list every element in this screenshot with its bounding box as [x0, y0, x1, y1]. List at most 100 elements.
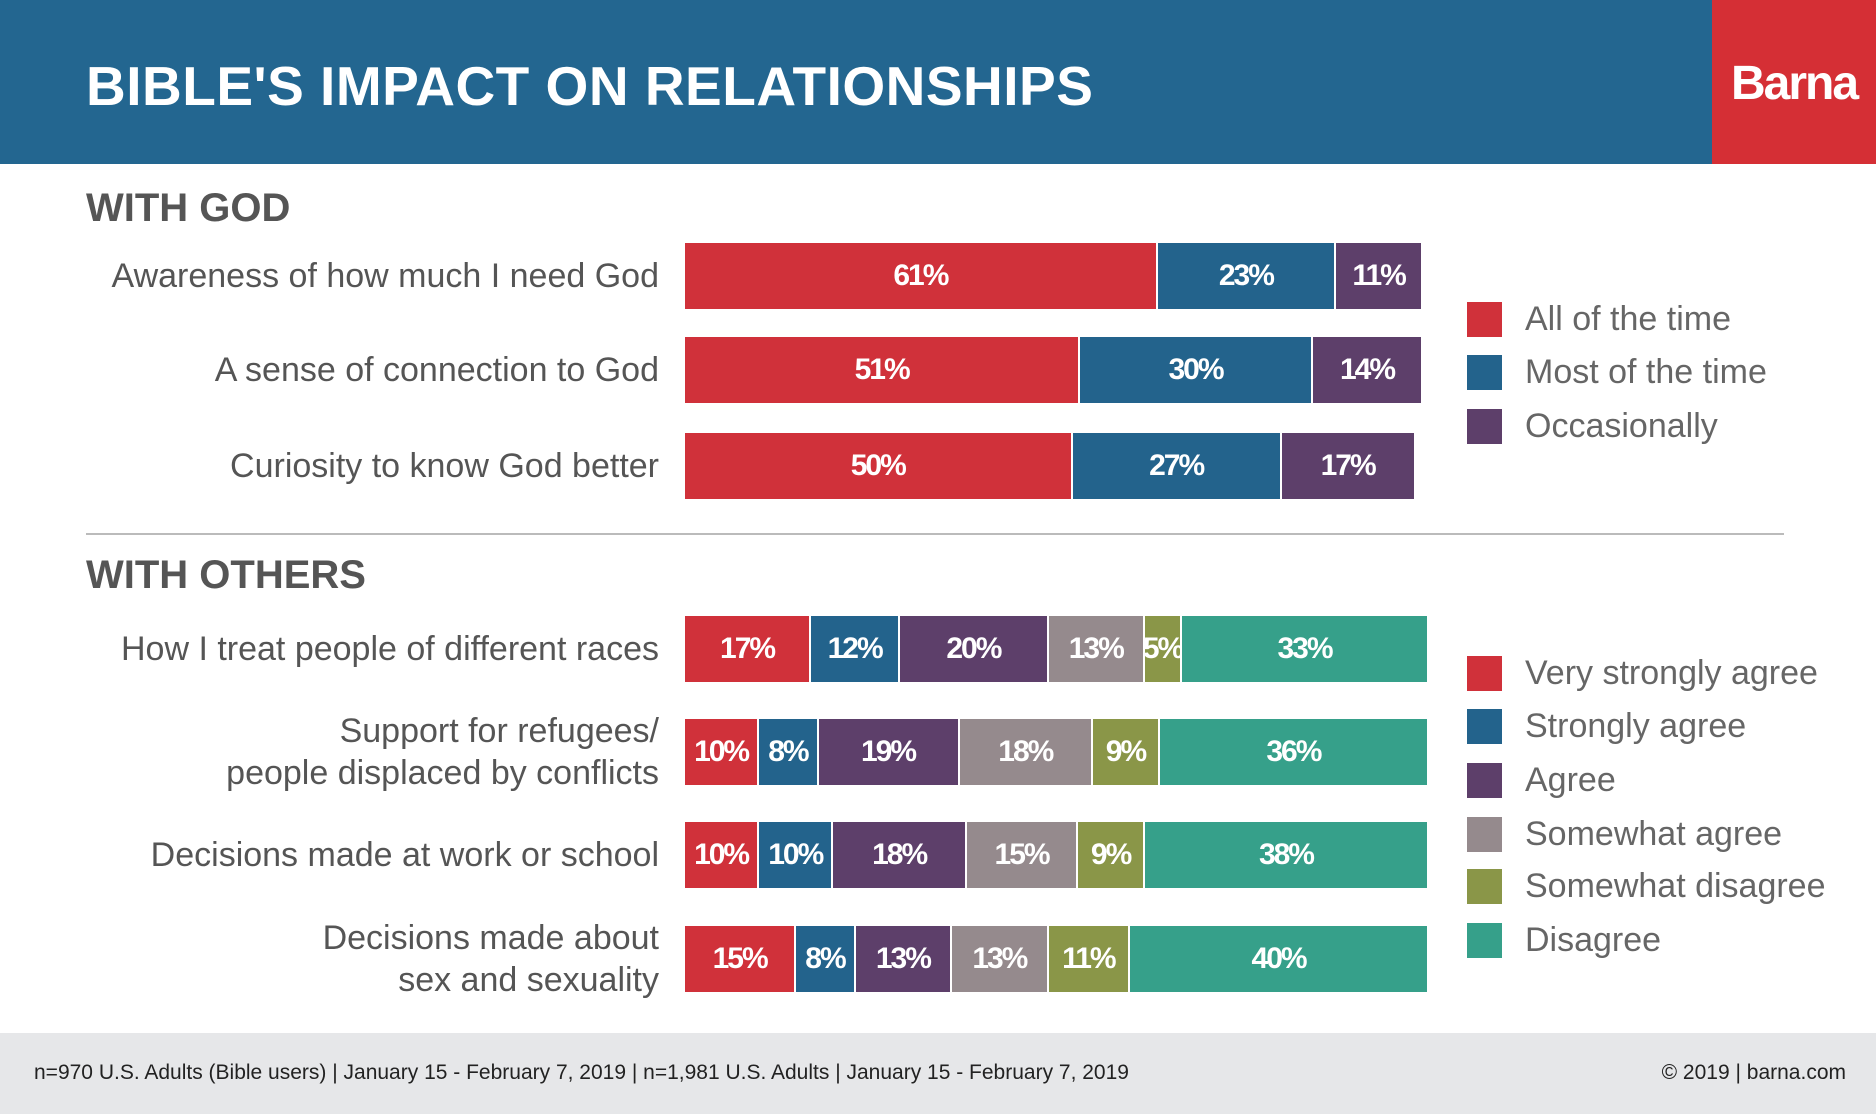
data-label: 14% — [1339, 353, 1396, 386]
legend-item: Very strongly agree — [1467, 653, 1818, 693]
chart-title: BIBLE'S IMPACT ON RELATIONSHIPS — [86, 55, 1094, 117]
bar-segment: 18% — [833, 822, 967, 888]
bar-segment: 33% — [1182, 616, 1427, 682]
bar-segment: 8% — [759, 719, 819, 785]
bar-segment: 40% — [1130, 926, 1427, 992]
legend-swatch — [1467, 816, 1502, 852]
bar-segment: 10% — [685, 822, 760, 888]
bar-segment: 18% — [959, 719, 1094, 785]
data-label: 9% — [1090, 838, 1132, 871]
legend-label: Agree — [1525, 760, 1616, 799]
legend-swatch — [1467, 408, 1502, 444]
bar-segment: 9% — [1093, 719, 1160, 785]
data-label: 11% — [1352, 259, 1406, 292]
legend-item: Most of the time — [1467, 352, 1767, 392]
data-label: 12% — [827, 632, 884, 665]
legend-item: Occasionally — [1467, 406, 1718, 446]
bar-segment: 36% — [1159, 719, 1427, 785]
category-label: Decisions made at work or school — [150, 836, 659, 874]
bar-segment: 13% — [952, 926, 1049, 992]
legend-item: All of the time — [1467, 299, 1731, 339]
section-divider — [86, 533, 1784, 535]
bar-segment: 13% — [1048, 616, 1145, 682]
legend-label: Very strongly agree — [1525, 653, 1818, 692]
data-label: 17% — [1320, 449, 1377, 482]
legend-item: Somewhat agree — [1467, 814, 1782, 854]
bar-segment: 50% — [685, 433, 1073, 499]
bar-segment: 11% — [1336, 243, 1422, 309]
data-label: 23% — [1218, 259, 1275, 292]
data-label: 13% — [875, 942, 932, 975]
bar-segment: 51% — [685, 337, 1081, 403]
legend-swatch — [1467, 655, 1502, 691]
data-label: 33% — [1277, 632, 1334, 665]
data-label: 40% — [1251, 942, 1308, 975]
data-label: 30% — [1168, 353, 1224, 386]
legend-swatch — [1467, 354, 1502, 390]
legend-label: Somewhat agree — [1525, 814, 1783, 853]
data-label: 10% — [694, 838, 750, 871]
data-label: 19% — [861, 735, 917, 768]
data-label: 9% — [1105, 735, 1147, 768]
bar-segment: 13% — [855, 926, 953, 992]
stacked-bar: 61% 23% 11% — [685, 243, 1422, 309]
stacked-bar: 15% 8% 13% 13% 11% 40% — [685, 926, 1427, 992]
footer-copyright: © 2019 | barna.com — [1661, 1061, 1846, 1084]
data-label: 61% — [893, 259, 949, 292]
footer: n=970 U.S. Adults (Bible users) | Januar… — [0, 1033, 1876, 1114]
category-label: Support for refugees/people displaced by… — [226, 712, 659, 792]
legend-label: Occasionally — [1525, 406, 1718, 445]
legend-item: Strongly agree — [1467, 706, 1746, 746]
data-label: 18% — [872, 838, 928, 871]
data-label: 51% — [854, 353, 911, 386]
legend-swatch — [1467, 922, 1502, 958]
bar-segment: 9% — [1078, 822, 1145, 888]
data-label: 18% — [998, 735, 1054, 768]
legend-label: Most of the time — [1525, 352, 1767, 391]
bar-segment: 8% — [796, 926, 856, 992]
legend-item: Disagree — [1467, 920, 1661, 960]
bar-segment: 19% — [818, 719, 960, 785]
legend-item: Agree — [1467, 760, 1616, 800]
data-label: 8% — [805, 942, 846, 975]
bar-segment: 23% — [1157, 243, 1336, 309]
section-title-with-god: WITH GOD — [86, 186, 291, 230]
legend-swatch — [1467, 868, 1502, 904]
legend-item: Somewhat disagree — [1467, 866, 1826, 906]
data-label: 20% — [946, 632, 1002, 665]
legend-label: Strongly agree — [1525, 706, 1747, 745]
data-label: 36% — [1266, 735, 1322, 768]
bar-segment: 15% — [966, 822, 1079, 888]
bar-segment: 17% — [685, 616, 812, 682]
data-label: 50% — [850, 449, 907, 482]
data-label: 13% — [1068, 632, 1125, 665]
data-label: 5% — [1142, 632, 1184, 665]
footer-source: n=970 U.S. Adults (Bible users) | Januar… — [34, 1061, 1129, 1084]
data-label: 11% — [1062, 942, 1116, 975]
bar-segment: 5% — [1142, 616, 1184, 682]
bar-segment: 61% — [685, 243, 1158, 309]
data-label: 17% — [720, 632, 776, 665]
stacked-bar: 10% 8% 19% 18% 9% 36% — [685, 719, 1427, 785]
bar-segment: 15% — [685, 926, 797, 992]
stacked-bar: 17% 12% 20% 13% 5% 33% — [685, 616, 1427, 682]
data-label: 10% — [694, 735, 750, 768]
stacked-bar: 10% 10% 18% 15% 9% 38% — [685, 822, 1427, 888]
legend-swatch — [1467, 762, 1502, 798]
bar-segment: 12% — [811, 616, 901, 682]
category-label: Curiosity to know God better — [230, 447, 659, 485]
barna-logo: Barna — [1712, 0, 1876, 164]
data-label: 38% — [1258, 838, 1315, 871]
legend-label: All of the time — [1525, 299, 1731, 338]
section-title-with-others: WITH OTHERS — [86, 553, 366, 597]
bar-segment: 14% — [1312, 337, 1422, 403]
data-label: 27% — [1149, 449, 1205, 482]
bar-segment: 10% — [685, 719, 760, 785]
bar-segment: 30% — [1080, 337, 1313, 403]
stacked-bar: 50% 27% 17% — [685, 433, 1414, 499]
legend-label: Disagree — [1525, 920, 1662, 959]
data-label: 13% — [972, 942, 1028, 975]
legend-label: Somewhat disagree — [1525, 866, 1826, 905]
bar-segment: 20% — [900, 616, 1049, 682]
bar-segment: 10% — [759, 822, 834, 888]
